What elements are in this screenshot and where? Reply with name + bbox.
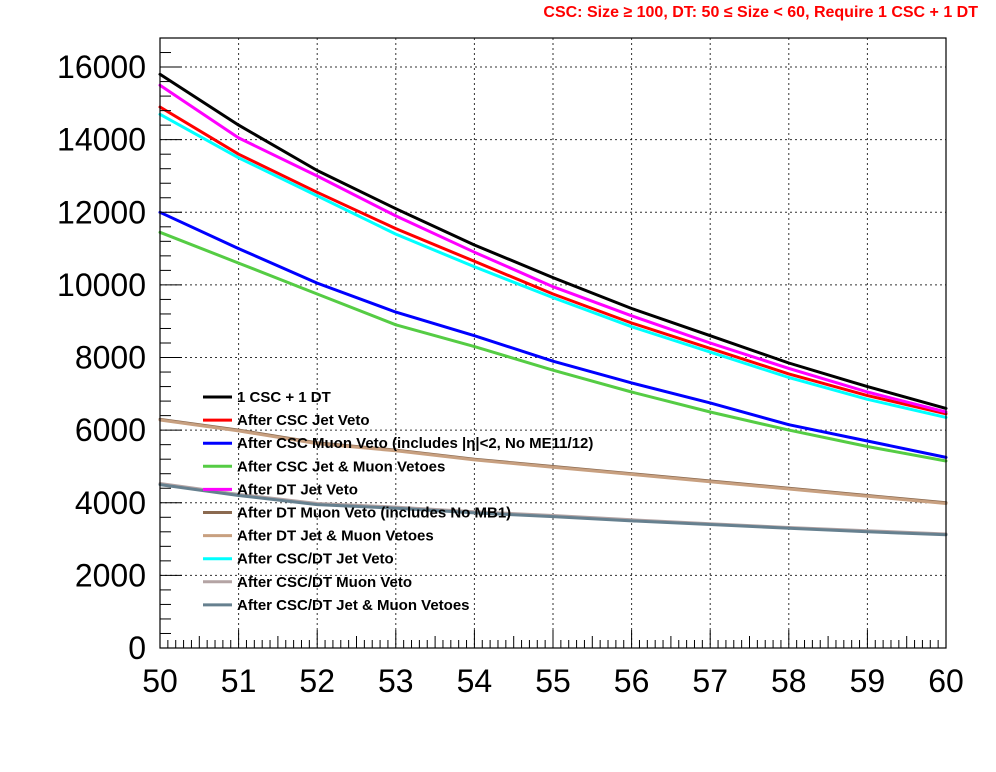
x-tick-label: 54 (457, 663, 493, 699)
x-tick-label: 59 (850, 663, 886, 699)
y-tick-label: 2000 (75, 557, 146, 593)
x-tick-label: 58 (771, 663, 807, 699)
x-tick-label: 55 (535, 663, 571, 699)
legend-entry: After CSC Jet Veto (237, 412, 370, 429)
y-tick-label: 14000 (57, 122, 146, 158)
series-line-2 (158, 105, 948, 416)
y-tick-label: 12000 (57, 194, 146, 230)
legend-entry: After DT Muon Veto (includes No MB1) (237, 505, 511, 522)
series-line-4 (158, 230, 948, 463)
legend-entry: After CSC/DT Jet & Muon Vetoes (237, 597, 470, 614)
legend-entry: After CSC/DT Muon Veto (237, 574, 412, 591)
x-tick-label: 56 (614, 663, 650, 699)
series-line-8 (158, 112, 948, 419)
series-line-10 (158, 483, 948, 537)
series-line-7 (158, 418, 948, 505)
legend-entry: After DT Jet Veto (237, 481, 358, 498)
legend-entry: After CSC/DT Jet Veto (237, 551, 394, 568)
x-tick-label: 57 (692, 663, 728, 699)
y-tick-label: 0 (128, 630, 146, 666)
series-line-3 (158, 210, 948, 459)
x-tick-label: 50 (142, 663, 178, 699)
series-line-1 (158, 72, 948, 410)
legend-entry: After DT Jet & Muon Vetoes (237, 528, 434, 545)
y-tick-label: 10000 (57, 267, 146, 303)
legend: 1 CSC + 1 DT After CSC Jet Veto After CSC … (203, 389, 593, 614)
legend-entry: After CSC Jet & Muon Vetoes (237, 458, 445, 475)
chart-title: CSC: Size ≥ 100, DT: 50 ≤ Size < 60, Req… (543, 4, 978, 21)
label-layer: 50 51 52 53 54 55 56 57 58 59 60 0 2000 4000 6000 8000 1… (57, 49, 964, 699)
x-tick-label: 52 (299, 663, 335, 699)
x-tick-label: 60 (928, 663, 964, 699)
y-tick-label: 8000 (75, 340, 146, 376)
x-tick-label: 53 (378, 663, 414, 699)
legend-entry: 1 CSC + 1 DT (237, 389, 331, 406)
tick-layer (159, 37, 947, 649)
x-tick-label: 51 (221, 663, 257, 699)
y-tick-label: 4000 (75, 485, 146, 521)
series-layer (158, 72, 948, 537)
y-tick-label: 16000 (57, 49, 146, 85)
y-tick-label: 6000 (75, 412, 146, 448)
legend-entry: After CSC Muon Veto (includes |η|<2, No … (237, 435, 593, 452)
series-line-5 (158, 83, 948, 414)
